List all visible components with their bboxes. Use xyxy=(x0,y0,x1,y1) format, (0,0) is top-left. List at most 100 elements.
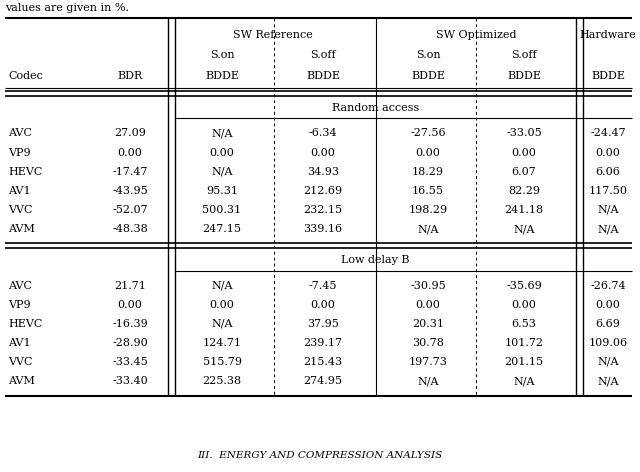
Text: N/A: N/A xyxy=(417,224,439,234)
Text: -28.90: -28.90 xyxy=(112,338,148,348)
Text: 34.93: 34.93 xyxy=(307,167,339,177)
Text: AVC: AVC xyxy=(8,128,32,138)
Text: N/A: N/A xyxy=(417,376,439,386)
Text: 212.69: 212.69 xyxy=(303,186,342,196)
Text: 95.31: 95.31 xyxy=(206,186,238,196)
Text: -52.07: -52.07 xyxy=(112,205,148,215)
Text: values are given in %.: values are given in %. xyxy=(5,3,129,13)
Text: 215.43: 215.43 xyxy=(303,357,342,367)
Text: BDR: BDR xyxy=(117,71,143,81)
Text: 6.07: 6.07 xyxy=(511,167,536,177)
Text: Hardware: Hardware xyxy=(580,30,636,40)
Text: N/A: N/A xyxy=(211,167,233,177)
Text: N/A: N/A xyxy=(597,357,619,367)
Text: 0.00: 0.00 xyxy=(209,300,234,310)
Text: 500.31: 500.31 xyxy=(202,205,241,215)
Text: N/A: N/A xyxy=(211,128,233,138)
Text: VP9: VP9 xyxy=(8,148,31,158)
Text: BDDE: BDDE xyxy=(507,71,541,81)
Text: 101.72: 101.72 xyxy=(504,338,543,348)
Text: VVC: VVC xyxy=(8,205,33,215)
Text: 239.17: 239.17 xyxy=(303,338,342,348)
Text: N/A: N/A xyxy=(597,224,619,234)
Text: N/A: N/A xyxy=(211,319,233,329)
Text: 124.71: 124.71 xyxy=(202,338,241,348)
Text: AV1: AV1 xyxy=(8,338,31,348)
Text: 0.00: 0.00 xyxy=(310,300,335,310)
Text: 16.55: 16.55 xyxy=(412,186,444,196)
Text: S.off: S.off xyxy=(310,50,336,60)
Text: 6.53: 6.53 xyxy=(511,319,536,329)
Text: -30.95: -30.95 xyxy=(410,281,446,291)
Text: 0.00: 0.00 xyxy=(118,148,143,158)
Text: 20.31: 20.31 xyxy=(412,319,444,329)
Text: S.on: S.on xyxy=(416,50,440,60)
Text: VP9: VP9 xyxy=(8,300,31,310)
Text: AVC: AVC xyxy=(8,281,32,291)
Text: 27.09: 27.09 xyxy=(114,128,146,138)
Text: Low delay B: Low delay B xyxy=(341,255,410,265)
Text: 37.95: 37.95 xyxy=(307,319,339,329)
Text: 30.78: 30.78 xyxy=(412,338,444,348)
Text: 339.16: 339.16 xyxy=(303,224,342,234)
Text: -33.40: -33.40 xyxy=(112,376,148,386)
Text: -16.39: -16.39 xyxy=(112,319,148,329)
Text: 6.69: 6.69 xyxy=(596,319,620,329)
Text: -24.47: -24.47 xyxy=(590,128,626,138)
Text: 0.00: 0.00 xyxy=(511,300,536,310)
Text: N/A: N/A xyxy=(211,281,233,291)
Text: Codec: Codec xyxy=(8,71,43,81)
Text: Random access: Random access xyxy=(332,103,419,113)
Text: 117.50: 117.50 xyxy=(589,186,627,196)
Text: 21.71: 21.71 xyxy=(114,281,146,291)
Text: -26.74: -26.74 xyxy=(590,281,626,291)
Text: 82.29: 82.29 xyxy=(508,186,540,196)
Text: HEVC: HEVC xyxy=(8,319,42,329)
Text: 515.79: 515.79 xyxy=(202,357,241,367)
Text: 0.00: 0.00 xyxy=(118,300,143,310)
Text: 241.18: 241.18 xyxy=(504,205,543,215)
Text: -27.56: -27.56 xyxy=(410,128,446,138)
Text: AVM: AVM xyxy=(8,376,35,386)
Text: BDDE: BDDE xyxy=(591,71,625,81)
Text: -33.05: -33.05 xyxy=(506,128,542,138)
Text: BDDE: BDDE xyxy=(205,71,239,81)
Text: S.off: S.off xyxy=(511,50,537,60)
Text: 0.00: 0.00 xyxy=(209,148,234,158)
Text: 6.06: 6.06 xyxy=(596,167,620,177)
Text: -6.34: -6.34 xyxy=(308,128,337,138)
Text: N/A: N/A xyxy=(513,224,535,234)
Text: 0.00: 0.00 xyxy=(415,300,440,310)
Text: -48.38: -48.38 xyxy=(112,224,148,234)
Text: 201.15: 201.15 xyxy=(504,357,543,367)
Text: AV1: AV1 xyxy=(8,186,31,196)
Text: N/A: N/A xyxy=(597,205,619,215)
Text: 0.00: 0.00 xyxy=(596,300,620,310)
Text: HEVC: HEVC xyxy=(8,167,42,177)
Text: 0.00: 0.00 xyxy=(310,148,335,158)
Text: VVC: VVC xyxy=(8,357,33,367)
Text: BDDE: BDDE xyxy=(306,71,340,81)
Text: BDDE: BDDE xyxy=(411,71,445,81)
Text: 197.73: 197.73 xyxy=(408,357,447,367)
Text: -43.95: -43.95 xyxy=(112,186,148,196)
Text: 198.29: 198.29 xyxy=(408,205,447,215)
Text: 18.29: 18.29 xyxy=(412,167,444,177)
Text: -33.45: -33.45 xyxy=(112,357,148,367)
Text: AVM: AVM xyxy=(8,224,35,234)
Text: 274.95: 274.95 xyxy=(303,376,342,386)
Text: 225.38: 225.38 xyxy=(202,376,241,386)
Text: N/A: N/A xyxy=(513,376,535,386)
Text: -17.47: -17.47 xyxy=(112,167,148,177)
Text: N/A: N/A xyxy=(597,376,619,386)
Text: SW Optimized: SW Optimized xyxy=(436,30,516,40)
Text: SW Reference: SW Reference xyxy=(232,30,312,40)
Text: 232.15: 232.15 xyxy=(303,205,342,215)
Text: 0.00: 0.00 xyxy=(511,148,536,158)
Text: 109.06: 109.06 xyxy=(588,338,628,348)
Text: -7.45: -7.45 xyxy=(308,281,337,291)
Text: 0.00: 0.00 xyxy=(415,148,440,158)
Text: -35.69: -35.69 xyxy=(506,281,542,291)
Text: 0.00: 0.00 xyxy=(596,148,620,158)
Text: 247.15: 247.15 xyxy=(202,224,241,234)
